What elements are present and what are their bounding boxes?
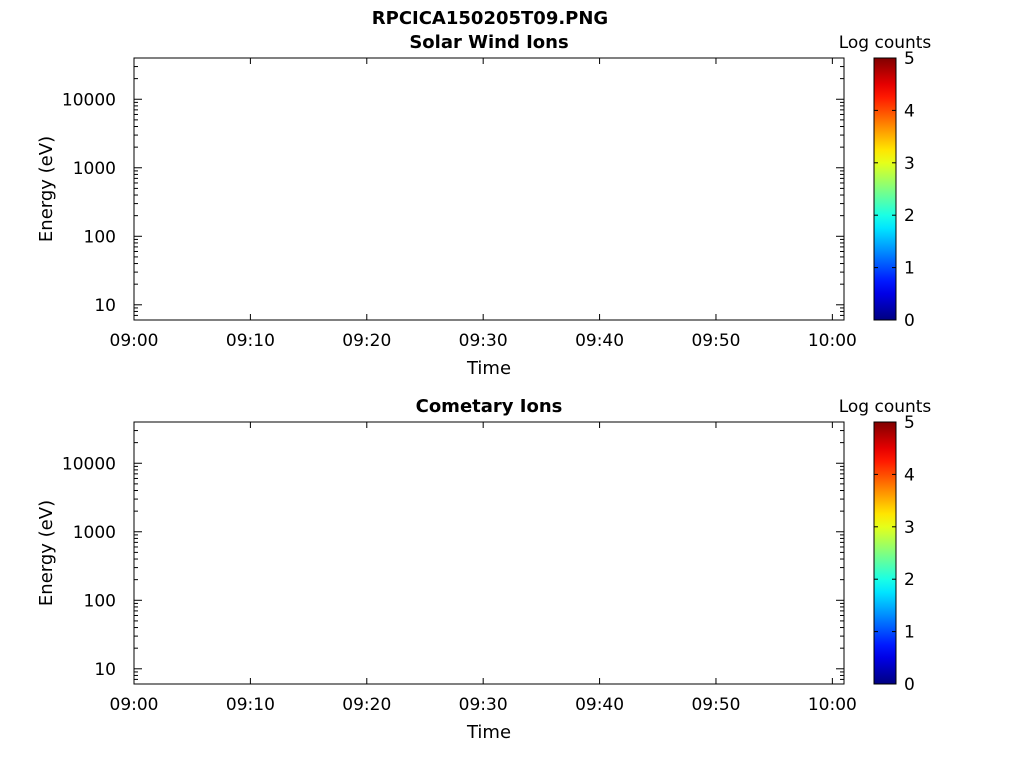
colorbar-tick-label: 4 xyxy=(904,465,915,485)
x-tick-label: 09:20 xyxy=(342,695,391,715)
x-tick-label: 09:20 xyxy=(342,331,391,351)
y-axis-label: Energy (eV) xyxy=(36,136,57,242)
x-tick-label: 09:30 xyxy=(459,331,508,351)
panel-1: Solar Wind Ions 09:00 09:10 09:20 09:30 09:40… xyxy=(36,32,932,379)
y-tick-label: 10 xyxy=(94,660,116,680)
colorbar-tick-label: 0 xyxy=(904,675,915,695)
colorbar-tick-label: 1 xyxy=(904,259,915,279)
x-axis-label: Time xyxy=(466,722,511,743)
figure-title: RPCICA150205T09.PNG xyxy=(371,8,609,29)
x-tick-label: 10:00 xyxy=(808,695,857,715)
x-tick-label: 09:10 xyxy=(226,331,275,351)
x-tick-label: 09:40 xyxy=(575,331,624,351)
colorbar-tick-label: 1 xyxy=(904,623,915,643)
x-tick-label: 09:30 xyxy=(459,695,508,715)
plot-frame xyxy=(133,421,845,685)
x-tick-label: 09:50 xyxy=(691,331,740,351)
colorbar-tick-label: 2 xyxy=(904,206,915,226)
panel-title: Solar Wind Ions xyxy=(409,32,568,53)
colorbar-tick-label: 4 xyxy=(904,101,915,121)
x-axis-label: Time xyxy=(466,358,511,379)
x-tick-label: 09:00 xyxy=(110,695,159,715)
y-tick-label: 10000 xyxy=(62,454,116,474)
plot-frame xyxy=(133,57,845,321)
colorbar xyxy=(873,421,897,685)
x-tick-label: 09:50 xyxy=(691,695,740,715)
colorbar-tick-label: 5 xyxy=(904,413,915,433)
y-tick-label: 10 xyxy=(94,296,116,316)
colorbar-tick-label: 2 xyxy=(904,570,915,590)
x-tick-label: 09:10 xyxy=(226,695,275,715)
y-axis-label: Energy (eV) xyxy=(36,500,57,606)
colorbar-label: Log counts xyxy=(839,397,932,417)
colorbar-tick-label: 5 xyxy=(904,49,915,69)
panel-2: Cometary Ions 09:00 09:10 09:20 09:30 09:40 09… xyxy=(36,396,932,743)
colorbar-label: Log counts xyxy=(839,33,932,53)
colorbar-tick-label: 3 xyxy=(904,518,915,538)
y-tick-label: 100 xyxy=(84,227,116,247)
y-tick-label: 10000 xyxy=(62,90,116,110)
x-tick-label: 09:00 xyxy=(110,331,159,351)
x-tick-label: 09:40 xyxy=(575,695,624,715)
colorbar-tick-label: 0 xyxy=(904,311,915,331)
y-tick-label: 100 xyxy=(84,591,116,611)
y-tick-label: 1000 xyxy=(73,159,116,179)
colorbar xyxy=(873,57,897,321)
panel-title: Cometary Ions xyxy=(416,396,563,417)
x-tick-label: 10:00 xyxy=(808,331,857,351)
colorbar-tick-label: 3 xyxy=(904,154,915,174)
y-tick-label: 1000 xyxy=(73,523,116,543)
